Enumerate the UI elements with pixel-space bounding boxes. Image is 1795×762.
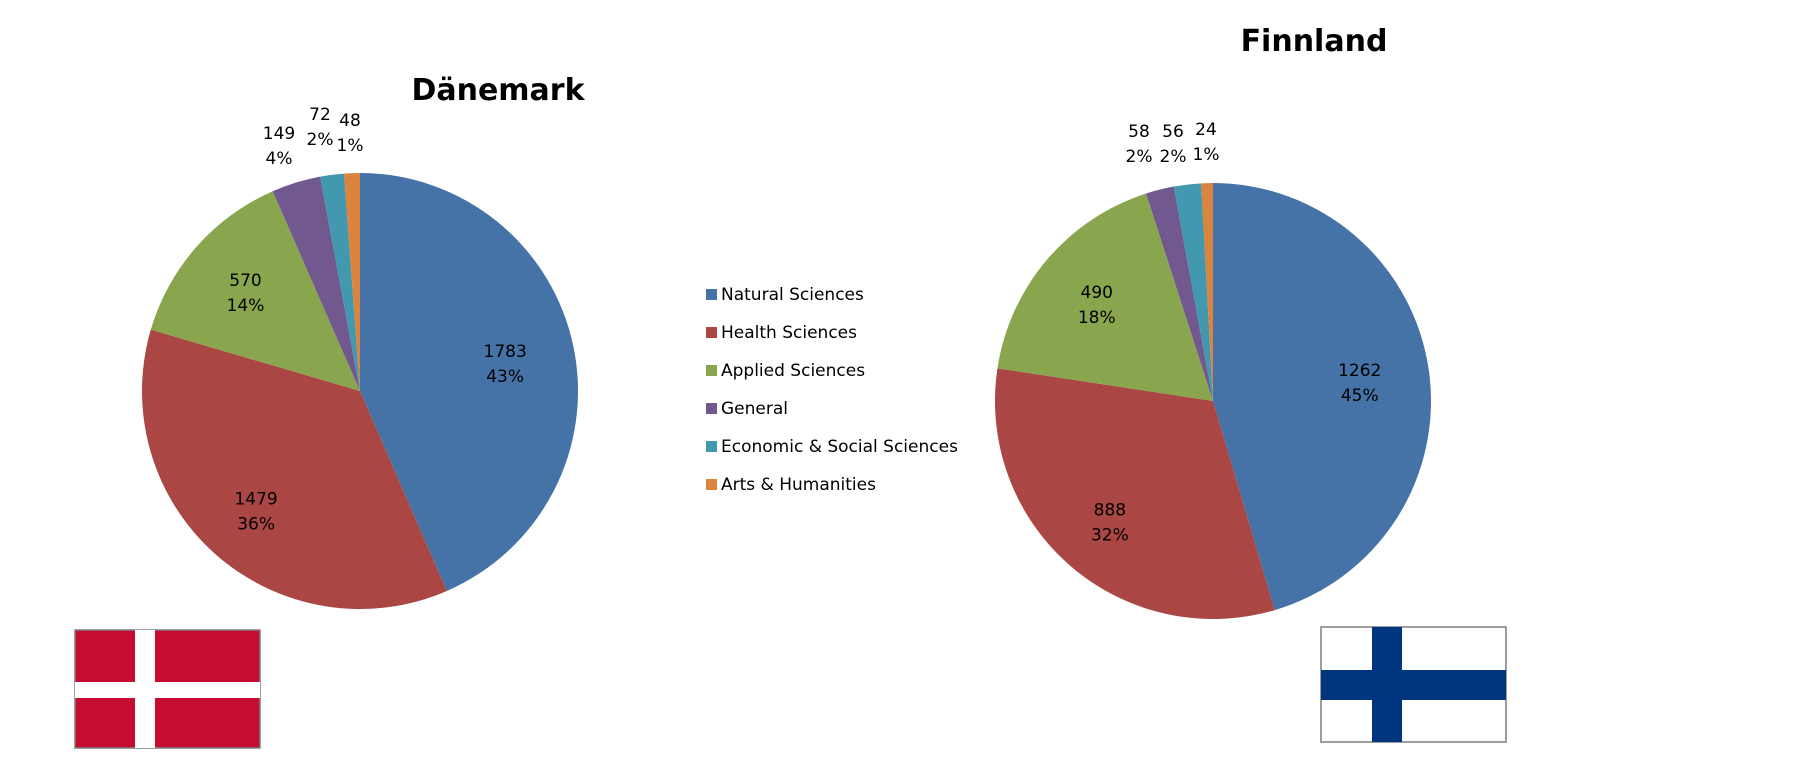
value-label: 888 bbox=[1094, 500, 1126, 520]
percent-label: 43% bbox=[486, 367, 524, 387]
value-label: 1479 bbox=[234, 490, 277, 510]
pie-slice-applied-sciences bbox=[997, 193, 1213, 401]
legend-swatch bbox=[706, 365, 717, 376]
denmark-flag bbox=[74, 629, 261, 749]
percent-label: 45% bbox=[1341, 386, 1379, 406]
pie-chart-finnland: Finnland 1262 45% 888 32% 490 18% 58 2% 56 2% 24 1% bbox=[995, 24, 1431, 620]
legend-swatch bbox=[706, 289, 717, 300]
legend-item-label: General bbox=[721, 399, 788, 419]
pie-slice-natural-sciences bbox=[360, 173, 579, 591]
percent-label: 2% bbox=[1160, 147, 1187, 167]
percent-label: 2% bbox=[1126, 147, 1153, 167]
pie-slice-arts-humanities bbox=[343, 173, 360, 391]
legend: Natural Sciences Health Sciences Applied S… bbox=[706, 285, 958, 495]
value-label: 48 bbox=[339, 111, 361, 131]
value-label: 490 bbox=[1081, 283, 1113, 303]
pie-slice-health-sciences bbox=[141, 329, 447, 610]
percent-label: 1% bbox=[337, 136, 364, 156]
pie-slice-general bbox=[1146, 186, 1213, 401]
legend-item-label: Applied Sciences bbox=[721, 361, 865, 381]
value-label: 570 bbox=[229, 271, 261, 291]
pie-slice-arts-humanities bbox=[1201, 183, 1213, 401]
legend-item-label: Health Sciences bbox=[721, 323, 857, 343]
value-label: 1783 bbox=[484, 342, 527, 362]
value-label: 56 bbox=[1162, 122, 1184, 142]
pie-slice-health-sciences bbox=[995, 368, 1275, 620]
legend-swatch bbox=[706, 479, 717, 490]
pie-slice-natural-sciences bbox=[1213, 183, 1431, 611]
legend-item-label: Natural Sciences bbox=[721, 285, 864, 305]
value-label: 1262 bbox=[1338, 361, 1381, 381]
percent-label: 18% bbox=[1078, 308, 1116, 328]
pie-slice-economic-social-sciences bbox=[1173, 183, 1213, 401]
finland-flag bbox=[1320, 626, 1507, 743]
pie-slice-economic-social-sciences bbox=[320, 173, 360, 391]
percent-label: 1% bbox=[1193, 145, 1220, 165]
chart-title: Dänemark bbox=[411, 73, 585, 108]
percent-label: 2% bbox=[307, 130, 334, 150]
pie-slice-applied-sciences bbox=[150, 191, 360, 391]
legend-item-label: Arts & Humanities bbox=[721, 475, 876, 495]
value-label: 149 bbox=[263, 124, 295, 144]
value-label: 58 bbox=[1128, 122, 1150, 142]
legend-swatch bbox=[706, 403, 717, 414]
value-label: 72 bbox=[309, 105, 331, 125]
percent-label: 32% bbox=[1091, 525, 1129, 545]
percent-label: 14% bbox=[227, 296, 265, 316]
percent-label: 36% bbox=[237, 515, 275, 535]
chart-title: Finnland bbox=[1241, 24, 1388, 59]
legend-item-label: Economic & Social Sciences bbox=[721, 437, 958, 457]
legend-swatch bbox=[706, 441, 717, 452]
pie-chart-daenemark: Dänemark 1783 43% 1479 36% 570 14% 149 4% 72 2%48 1… bbox=[141, 73, 586, 610]
pie-slice-general bbox=[272, 176, 360, 391]
value-label: 24 bbox=[1195, 120, 1217, 140]
percent-label: 4% bbox=[266, 149, 293, 169]
legend-swatch bbox=[706, 327, 717, 338]
